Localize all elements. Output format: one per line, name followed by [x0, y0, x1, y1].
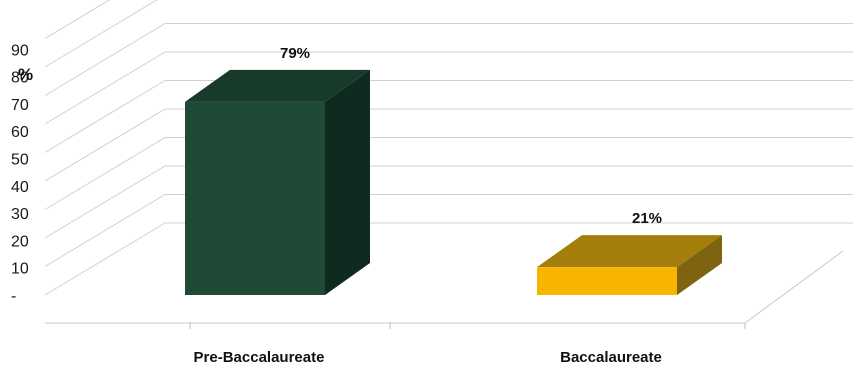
data-label-0: 79%	[280, 45, 310, 62]
gridline-wall-1	[44, 194, 166, 267]
y-tick-label-1: 10	[11, 261, 29, 278]
floor-right-edge	[744, 250, 844, 324]
bar-side-0	[325, 69, 370, 295]
bar-side-1	[677, 235, 722, 295]
y-tick-label-2: 20	[11, 233, 29, 250]
y-tick-label-7: 70	[11, 97, 29, 114]
bars	[185, 69, 722, 295]
labels: - 10 20 30 40 50 60 70 80 90 79% Pre-Baccalaureate 2…	[11, 42, 662, 366]
bar-front-1	[537, 267, 677, 295]
gridline-wall-5	[44, 80, 166, 153]
gridline-wall-3	[44, 137, 166, 210]
gridlines	[44, 0, 853, 296]
gridline-wall-9	[44, 0, 111, 39]
bar-front-0	[185, 101, 325, 295]
y-tick-label-3: 30	[11, 206, 29, 223]
gridline-wall-8	[44, 0, 158, 68]
gridline-wall-7	[44, 23, 166, 96]
category-label-0: Pre-Baccalaureate	[194, 349, 325, 366]
data-label-1: 21%	[632, 210, 662, 227]
bar-0	[185, 69, 370, 295]
y-tick-label-0: -	[11, 288, 16, 305]
category-label-1: Baccalaureate	[560, 349, 662, 366]
y-tick-label-6: 60	[11, 124, 29, 141]
y-tick-label-4: 40	[11, 179, 29, 196]
axes	[45, 250, 844, 329]
y-tick-label-8: 80	[11, 70, 29, 87]
gridline-wall-6	[44, 51, 166, 125]
bar-1	[537, 235, 722, 295]
gridline-wall-0	[44, 222, 166, 296]
bar-top-1	[537, 235, 722, 268]
bar-top-0	[185, 69, 370, 102]
gridline-wall-2	[44, 165, 166, 239]
y-tick-label-5: 50	[11, 152, 29, 169]
y-tick-label-9: 90	[11, 42, 29, 59]
y-axis-unit-label: %	[18, 65, 33, 84]
gridline-wall-4	[44, 108, 166, 182]
